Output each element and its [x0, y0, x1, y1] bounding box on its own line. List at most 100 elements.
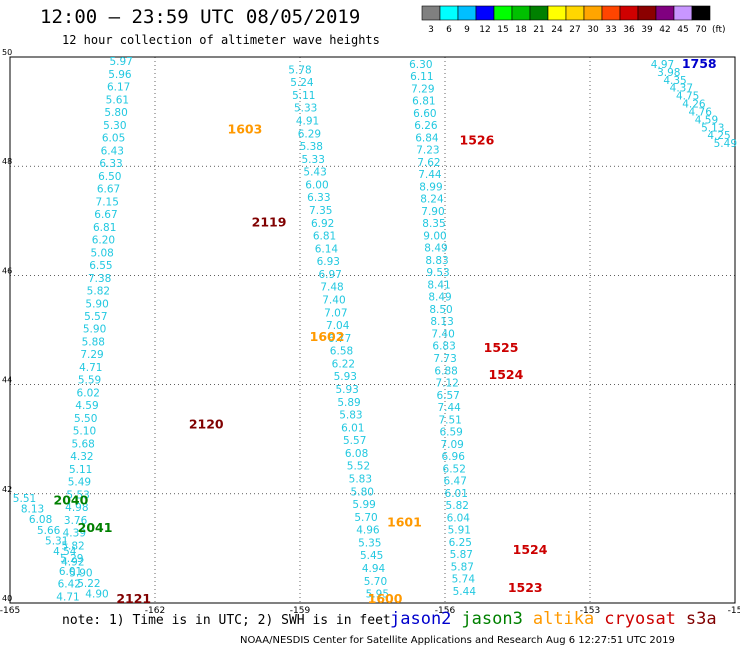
- wave-height-value: 6.30: [409, 59, 432, 71]
- chart-subtitle: 12 hour collection of altimeter wave hei…: [62, 33, 380, 47]
- colorbar-level-label: 12: [479, 25, 490, 35]
- wave-height-value: 5.38: [300, 141, 323, 153]
- wave-height-value: 5.82: [446, 500, 469, 512]
- wave-height-value: 7.23: [416, 145, 439, 157]
- pass-time-label: 1600: [368, 591, 403, 606]
- x-tick-label: -162: [145, 606, 165, 616]
- wave-height-value: 5.44: [453, 586, 477, 598]
- wave-height-value: 5.51: [13, 493, 36, 505]
- wave-height-value: 6.60: [413, 108, 436, 120]
- plot-frame: [9, 56, 736, 604]
- pass-time-label: 1524: [489, 367, 524, 382]
- wave-height-value: 5.80: [351, 486, 374, 498]
- wave-height-value: 8.41: [427, 279, 450, 291]
- wave-height-value: 3.98: [657, 67, 680, 79]
- wave-height-value: 6.42: [58, 579, 81, 591]
- y-tick-label: 46: [2, 266, 12, 275]
- x-tick-label: -165: [0, 606, 20, 616]
- wave-height-value: 7.35: [309, 205, 332, 217]
- colorbar-level-label: 21: [533, 25, 544, 35]
- wave-height-value: 5.33: [302, 154, 325, 166]
- wave-height-value: 6.08: [345, 448, 368, 460]
- wave-height-value: 5.49: [68, 477, 91, 489]
- legend-item-s3a: s3a: [685, 609, 717, 629]
- wave-height-value: 7.40: [431, 328, 454, 340]
- wave-height-value: 6.58: [330, 346, 353, 358]
- wave-height-value: 6.57: [436, 390, 459, 402]
- footer-credit: NOAA/NESDIS Center for Satellite Applica…: [240, 635, 675, 646]
- wave-height-value: 5.43: [303, 167, 326, 179]
- wave-height-value: 5.53: [66, 489, 89, 501]
- wave-height-value: 5.24: [290, 77, 314, 89]
- wave-height-value: 4.26: [682, 99, 706, 111]
- wave-height-value: 5.11: [69, 464, 92, 476]
- pass-time-label: 1602: [310, 329, 345, 344]
- colorbar-level-label: 9: [464, 25, 470, 35]
- colorbar-level-label: 45: [677, 25, 688, 35]
- wave-height-value: 4.96: [356, 525, 380, 537]
- wave-height-value: 8.49: [424, 243, 447, 255]
- wave-height-value: 5.08: [90, 247, 113, 259]
- pass-time-label: 1758: [682, 56, 717, 71]
- wave-height-value: 5.13: [701, 122, 724, 134]
- wave-height-value: 8.50: [429, 304, 452, 316]
- wave-height-value: 7.29: [80, 349, 103, 361]
- wave-height-value: 5.74: [452, 574, 476, 586]
- wave-height-value: 4.25: [707, 130, 730, 142]
- wave-height-value: 5.70: [364, 576, 387, 588]
- wave-height-value: 5.45: [360, 550, 383, 562]
- wave-height-value: 4.75: [676, 91, 699, 103]
- wave-height-value: 6.33: [99, 158, 122, 170]
- pass-time-label: 1601: [387, 515, 422, 530]
- wave-height-value: 6.20: [92, 235, 115, 247]
- x-tick-label: -159: [290, 606, 311, 616]
- wave-height-value: 7.29: [411, 83, 434, 95]
- wave-height-value: 5.30: [103, 120, 126, 132]
- wave-height-value: 6.14: [315, 243, 339, 255]
- wave-height-value: 5.50: [74, 413, 97, 425]
- wave-height-value: 5.90: [85, 298, 108, 310]
- wave-height-value: 5.11: [292, 90, 315, 102]
- wave-height-value: 6.02: [77, 387, 100, 399]
- wave-height-value: 5.57: [84, 311, 107, 323]
- wave-height-value: 8.99: [419, 181, 442, 193]
- wave-height-value: 7.44: [418, 169, 442, 181]
- wave-height-value: 6.29: [298, 128, 321, 140]
- wave-height-value: 5.33: [294, 103, 317, 115]
- wave-height-value: 5.91: [448, 525, 471, 537]
- wave-height-value: 4.76: [689, 106, 713, 118]
- wave-height-value: 5.87: [450, 549, 473, 561]
- pass-time-label: 1526: [460, 132, 495, 147]
- legend-item-altika: altika: [532, 609, 595, 629]
- wave-height-value: 8.49: [428, 292, 451, 304]
- wave-height-value: 8.35: [422, 218, 445, 230]
- wave-height-value: 4.90: [85, 589, 108, 601]
- wave-height-value: 6.25: [449, 537, 472, 549]
- wave-height-value: 6.67: [94, 209, 117, 221]
- wave-height-value: 9.00: [423, 230, 446, 242]
- chart-title: 12:00 – 23:59 UTC 08/05/2019: [40, 6, 361, 28]
- wave-height-value: 6.59: [439, 427, 462, 439]
- wave-height-value: 5.31: [45, 535, 68, 547]
- wave-height-value: 6.04: [447, 512, 471, 524]
- colorbar-level-label: 30: [587, 25, 599, 35]
- wave-height-value: 4.32: [70, 451, 93, 463]
- wave-height-value: 8.13: [21, 504, 44, 516]
- wave-height-value: 4.71: [56, 591, 79, 603]
- wave-height-value: 5.96: [108, 69, 132, 81]
- wave-height-value: 4.39: [63, 528, 86, 540]
- wave-height-value: 6.33: [307, 192, 330, 204]
- wave-height-value: 7.44: [437, 402, 461, 414]
- pass-time-label: 1523: [508, 580, 543, 595]
- y-tick-label: 40: [2, 594, 12, 603]
- wave-height-value: 7.73: [433, 353, 456, 365]
- wave-height-value: 4.94: [362, 563, 386, 575]
- pass-time-label: 2121: [116, 591, 151, 606]
- colorbar-level-label: 33: [605, 25, 616, 35]
- colorbar-level-label: 42: [659, 25, 670, 35]
- colorbar-level-label: 6: [446, 25, 452, 35]
- wave-height-value: 5.68: [71, 438, 94, 450]
- wave-height-value: 6.96: [442, 451, 466, 463]
- colorbar-level-label: 70: [695, 25, 707, 35]
